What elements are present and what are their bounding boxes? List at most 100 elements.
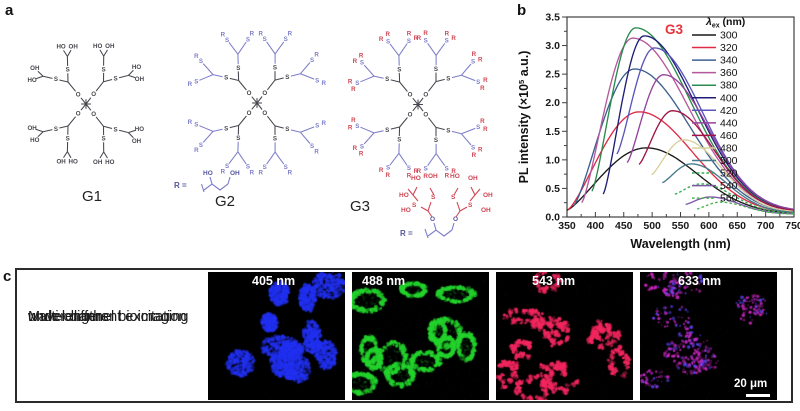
atom-label: R [423, 173, 428, 180]
legend-entry-500: 500 [720, 155, 738, 167]
excitation-label-543: 543 nm [532, 274, 576, 288]
atom-label: R [483, 77, 488, 84]
atom-label: OH [135, 76, 145, 83]
pl-curve-320 [567, 111, 793, 214]
atom-label: S [310, 143, 314, 150]
atom-label: R [321, 80, 326, 87]
atom-label: S [471, 145, 475, 152]
atom-label: R [445, 173, 450, 180]
pl-curve-500 [662, 163, 794, 213]
atom-label: R [194, 53, 199, 60]
bond [227, 176, 231, 185]
atom-label: R [348, 79, 353, 86]
bond [360, 78, 367, 83]
atom-label: OH [93, 159, 103, 166]
atom-label: S [360, 60, 364, 67]
bond [237, 47, 243, 55]
pl-curve-380 [591, 27, 794, 211]
y-tick-label: 3.5 [545, 12, 560, 24]
bond [403, 159, 408, 166]
x-tick-label: 750 [785, 220, 800, 232]
bond [412, 97, 419, 105]
atom-label: R [314, 148, 319, 155]
atom-label: O [423, 112, 428, 119]
bond [266, 158, 271, 165]
bond [37, 131, 44, 138]
molecule-label-g1: G1 [81, 188, 102, 205]
s-label: S [468, 202, 473, 209]
bond [205, 74, 214, 79]
bond [305, 62, 311, 68]
bond [398, 153, 404, 161]
atom-label: S [476, 124, 480, 131]
atom-label: R [353, 145, 358, 152]
bond [232, 47, 239, 55]
bond [360, 126, 367, 131]
atom-label: S [386, 38, 390, 45]
atom-label: OH [105, 43, 115, 50]
oh-label: OH [468, 175, 478, 182]
bond [103, 78, 113, 83]
atom-label: O [76, 91, 81, 98]
atom-label: S [225, 163, 229, 170]
legend-entry-420: 420 [720, 105, 738, 117]
bond [67, 81, 77, 92]
ho-label: HO [399, 192, 409, 199]
bond [128, 132, 134, 139]
atom-label: R [288, 31, 293, 38]
bond [238, 80, 247, 91]
x-tick-label: 550 [672, 220, 690, 232]
pl-curve-480 [651, 139, 793, 212]
atom-label: S [285, 126, 289, 133]
atom-label: S [263, 36, 267, 43]
oh-label: OH [230, 170, 240, 177]
bond [427, 117, 437, 128]
bond [399, 117, 408, 128]
atom-label: OH [69, 43, 79, 50]
bond [42, 75, 53, 79]
s-label: S [451, 194, 456, 201]
atom-label: S [114, 126, 118, 133]
atom-label: S [194, 79, 198, 86]
legend-entry-380: 380 [720, 80, 738, 92]
legend-entry-320: 320 [720, 42, 738, 54]
bond [63, 151, 68, 158]
bond [266, 79, 276, 91]
bond [363, 64, 369, 71]
bond [99, 49, 105, 57]
atom-label: R [379, 36, 384, 43]
bond [228, 157, 234, 164]
atom-label: OH [27, 125, 37, 132]
bond [212, 74, 223, 78]
bond [269, 46, 276, 55]
legend-entry-360: 360 [720, 67, 738, 79]
atom-label: R [258, 170, 263, 177]
atom-label: S [407, 165, 411, 172]
atom-label: R [359, 52, 364, 59]
atom-label: S [263, 164, 267, 171]
atom-label: OH [132, 138, 142, 145]
bond [36, 128, 44, 133]
y-tick-label: 2.5 [545, 69, 560, 81]
atom-label: S [273, 64, 277, 71]
atom-label: R [472, 51, 477, 58]
bond [440, 159, 446, 166]
bond [256, 96, 263, 104]
atom-label: S [284, 164, 288, 171]
x-tick-label: 650 [728, 220, 746, 232]
atom-label: S [199, 58, 203, 65]
o-label: O [430, 216, 435, 223]
atom-label: S [194, 122, 198, 129]
atom-label: R [321, 120, 326, 127]
bond [80, 103, 87, 111]
oh-label: OH [483, 192, 493, 199]
atom-label: S [224, 75, 228, 82]
bond [427, 42, 432, 50]
ho-label: HO [450, 173, 460, 180]
bond [95, 81, 104, 92]
atom-label: R [423, 30, 428, 37]
atom-label: HO [135, 126, 144, 133]
atom-label: O [262, 90, 267, 97]
atom-label: S [246, 36, 250, 43]
atom-label: S [310, 57, 314, 64]
